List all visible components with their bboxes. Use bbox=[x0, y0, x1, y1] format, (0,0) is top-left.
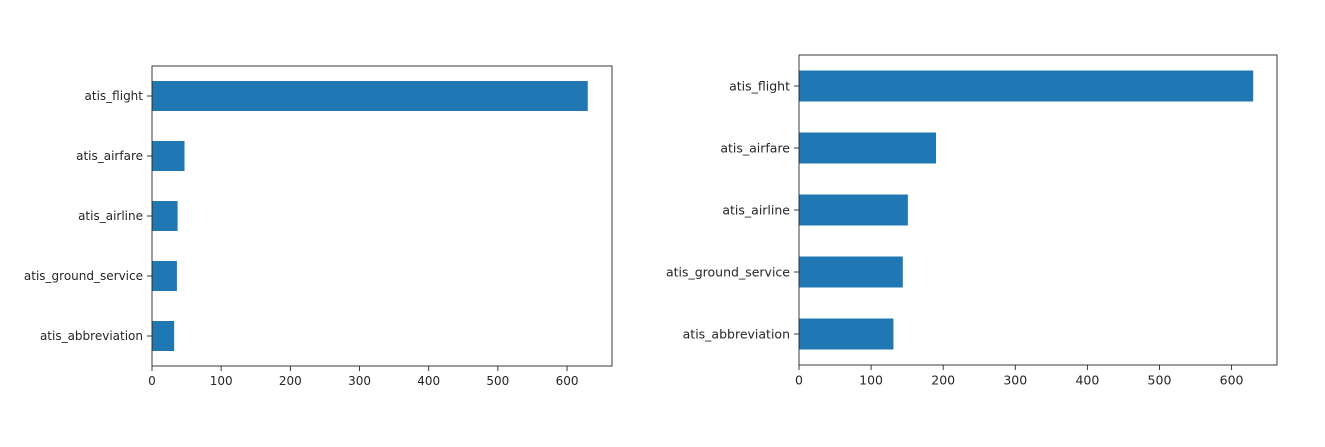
chart-right: atis_flight atis_airfare atis_airline atis_… bbox=[666, 54, 1278, 388]
bar-atis_abbreviation bbox=[152, 321, 175, 351]
y-tick-label: atis_airline bbox=[78, 209, 143, 223]
x-tick-label: 300 bbox=[348, 374, 371, 388]
y-tick-label: atis_airfare bbox=[720, 140, 790, 155]
y-tick-label: atis_airfare bbox=[76, 149, 143, 163]
y-tick-label: atis_abbreviation bbox=[683, 326, 790, 341]
y-tick-label: atis_ground_service bbox=[24, 269, 143, 283]
bar-atis_airfare bbox=[152, 141, 185, 171]
x-tick-label: 500 bbox=[1148, 373, 1172, 388]
x-tick-label: 200 bbox=[931, 373, 955, 388]
bar-atis_flight bbox=[799, 70, 1254, 102]
x-tick-label: 0 bbox=[148, 374, 156, 388]
x-tick-label: 500 bbox=[486, 374, 509, 388]
bar-atis_ground_service bbox=[152, 261, 177, 291]
x-tick-label: 200 bbox=[279, 374, 302, 388]
x-tick-label: 600 bbox=[556, 374, 579, 388]
y-tick-label: atis_flight bbox=[85, 89, 144, 103]
bar-atis_ground_service bbox=[799, 256, 903, 288]
x-tick-label: 100 bbox=[210, 374, 233, 388]
x-tick-label: 400 bbox=[1075, 373, 1099, 388]
y-tick-label: atis_ground_service bbox=[666, 264, 790, 279]
y-tick-label: atis_flight bbox=[729, 78, 790, 93]
chart-left: atis_flight atis_airfare atis_airline atis_… bbox=[24, 65, 613, 388]
bar-atis_airline bbox=[152, 201, 178, 231]
bar-atis_flight bbox=[152, 81, 588, 111]
bar-atis_abbreviation bbox=[799, 318, 894, 350]
x-tick-label: 300 bbox=[1003, 373, 1027, 388]
x-tick-label: 100 bbox=[859, 373, 883, 388]
x-tick-label: 400 bbox=[417, 374, 440, 388]
bar-atis_airline bbox=[799, 194, 908, 226]
bar-atis_airfare bbox=[799, 132, 936, 164]
y-tick-label: atis_airline bbox=[722, 202, 790, 217]
x-tick-label: 600 bbox=[1220, 373, 1244, 388]
x-tick-label: 0 bbox=[795, 373, 803, 388]
y-tick-label: atis_abbreviation bbox=[40, 329, 143, 343]
